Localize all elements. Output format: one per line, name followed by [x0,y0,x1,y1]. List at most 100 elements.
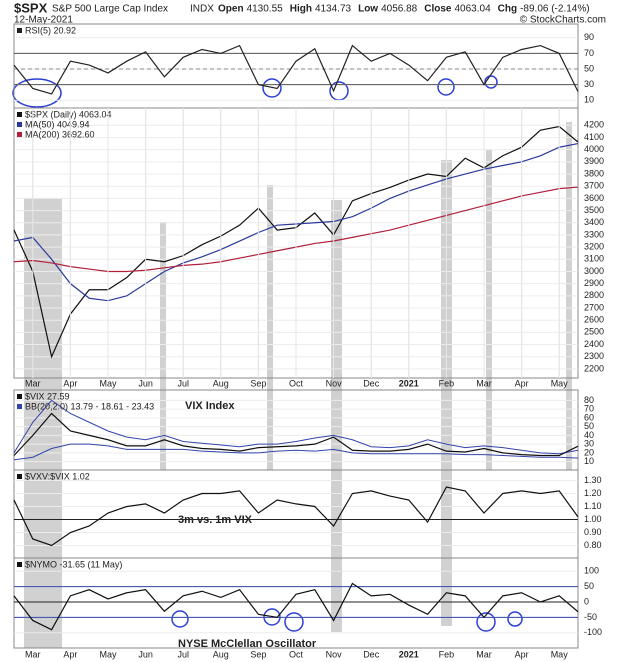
x-tick-label: Mar [25,378,41,388]
x-tick-label: 2021 [399,378,419,388]
y-tick-label: 2700 [584,302,604,312]
x-tick-label: Apr [515,378,529,388]
x-tick-label: Mar [476,378,492,388]
y-tick-label: 2300 [584,351,604,361]
y-tick-label: 10 [584,456,594,466]
x-tick-label: Apr [63,378,77,388]
panel-frame [13,23,579,109]
y-tick-label: 10 [584,95,594,105]
y-tick-label: 2800 [584,290,604,300]
quote-value: 4056.88 [381,4,418,15]
y-tick-label: 3800 [584,168,604,178]
panel-frame [13,557,579,649]
y-tick-label: 50 [584,581,594,591]
bollinger-lower [13,443,579,461]
y-tick-label: 1.10 [584,501,602,511]
quote-value: 4134.73 [315,4,352,15]
x-tick-label: Aug [213,378,229,388]
x-tick-label: Jul [177,378,189,388]
x-tick-label: May [551,649,569,659]
quote-label: Low [358,4,378,15]
bollinger-upper [13,399,579,455]
quote-label: High [290,4,312,15]
x-tick-label: Apr [63,649,77,659]
y-tick-label: 1.00 [584,514,602,524]
legend-swatch [17,404,22,409]
legend-swatch [17,132,22,137]
legend-swatch [17,394,22,399]
y-tick-label: 80 [584,395,594,405]
y-tick-label: 3000 [584,266,604,276]
y-tick-label: 3900 [584,156,604,166]
y-tick-label: 0.80 [584,540,602,550]
y-tick-label: 4100 [584,132,604,142]
y-tick-label: 50 [584,63,594,73]
x-tick-label: Sep [250,378,266,388]
x-tick-label: Nov [326,649,343,659]
x-tick-label: Oct [289,649,304,659]
legend-swatch [17,474,22,479]
quote: Open 4130.55 High 4134.73 Low 4056.88 Close 406… [218,4,590,15]
x-tick-label: Oct [289,378,304,388]
y-tick-label: 2400 [584,339,604,349]
y-tick-label: 90 [584,32,594,42]
y-tick-label: 1.30 [584,475,602,485]
x-tick-label: Mar [25,649,41,659]
y-tick-label: 70 [584,48,594,58]
panel-annotation: 3m vs. 1m VIX [178,514,253,526]
y-tick-label: 40 [584,430,594,440]
x-tick-label: Mar [476,649,492,659]
panel-annotation: NYSE McClellan Oscillator [178,638,317,650]
y-tick-label: 2200 [584,363,604,373]
index-name: S&P 500 Large Cap Index [52,4,168,15]
y-tick-label: 3100 [584,254,604,264]
x-tick-label: Feb [439,649,455,659]
y-tick-label: 2500 [584,327,604,337]
x-tick-label: Dec [363,649,380,659]
quote-label: Close [424,4,452,15]
date: 12-May-2021 [14,15,73,26]
legend-label: $VIX 27.59 [25,391,70,401]
y-tick-label: 0 [584,596,589,606]
legend-label: MA(50) 4049.94 [25,119,90,129]
legend-label: $VXV:$VIX 1.02 [25,471,90,481]
legend-label: BB(20,2.0) 13.79 - 18.61 - 23.43 [25,401,154,411]
y-tick-label: -100 [584,627,602,637]
legend-swatch [17,28,22,33]
legend-label: MA(200) 3692.60 [25,129,95,139]
y-tick-label: 3300 [584,229,604,239]
y-tick-label: 70 [584,404,594,414]
y-tick-label: 30 [584,439,594,449]
y-tick-label: 60 [584,412,594,422]
panel-frame [13,469,579,559]
y-tick-label: 1.20 [584,488,602,498]
y-tick-label: 3200 [584,241,604,251]
series-line [13,412,579,457]
y-tick-label: 3700 [584,181,604,191]
x-tick-label: May [99,378,117,388]
y-tick-label: 0.90 [584,527,602,537]
legend-label: $SPX (Daily) 4063.04 [25,109,112,119]
legend-swatch [17,562,22,567]
y-tick-label: 50 [584,421,594,431]
exchange: INDX [190,4,214,15]
x-tick-label: Aug [213,649,229,659]
x-tick-label: Feb [439,378,455,388]
series-line [13,44,579,95]
y-tick-label: 100 [584,566,599,576]
y-tick-label: 4000 [584,144,604,154]
credit: © StockCharts.com [520,15,606,26]
y-tick-label: 3400 [584,217,604,227]
series-line [13,486,579,547]
quote-value: 4063.04 [454,4,491,15]
y-tick-label: 4200 [584,120,604,130]
y-tick-label: 2900 [584,278,604,288]
y-tick-label: 3600 [584,193,604,203]
quote-label: Open [218,4,244,15]
legend-swatch [17,112,22,117]
series-line [13,582,579,631]
x-tick-label: Jul [177,649,189,659]
y-tick-label: 30 [584,79,594,89]
y-tick-label: 20 [584,447,594,457]
